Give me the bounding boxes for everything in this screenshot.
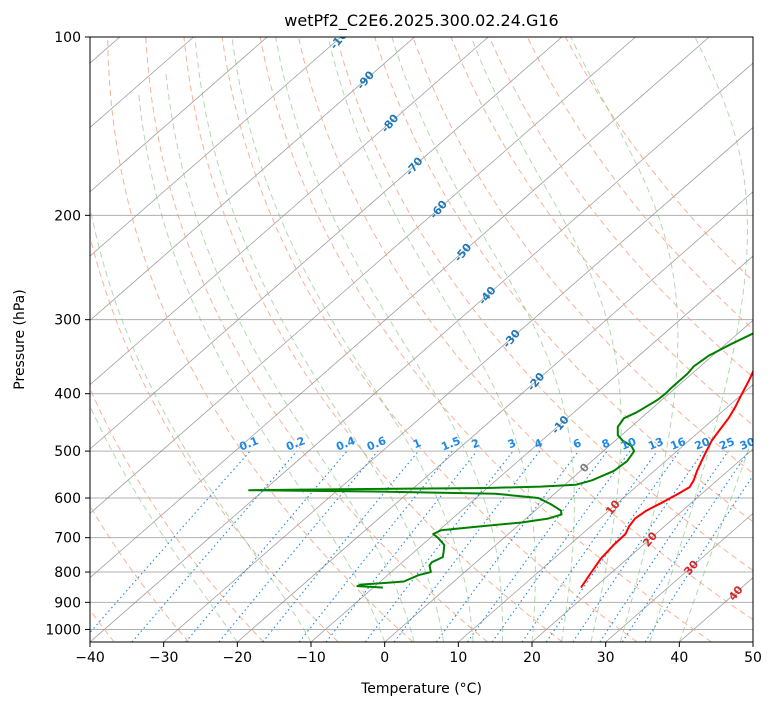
dry-adiabat (90, 234, 339, 642)
x-tick-label: 0 (380, 650, 389, 666)
y-axis-label: Pressure (hPa) (12, 289, 28, 389)
mixing-ratio-label: 30 (738, 435, 757, 453)
moist-adiabat (165, 72, 415, 642)
sounding-series-line (248, 332, 753, 589)
isotherm-line (90, 37, 415, 321)
plot-frame (89, 36, 754, 643)
y-tick-label: 500 (54, 444, 81, 460)
x-tick-label: −40 (75, 650, 105, 666)
isotherm-line (90, 37, 342, 257)
dry-adiabat (259, 37, 712, 642)
isotherm-line (605, 512, 753, 642)
mixing-ratio-line (521, 450, 658, 642)
mixing-ratio-label: 25 (717, 435, 736, 453)
dry-adiabat (145, 37, 488, 642)
moist-adiabat (649, 37, 748, 642)
moist-adiabat (231, 37, 474, 642)
isotherm-line (90, 62, 753, 642)
isotherm-line (90, 37, 489, 386)
y-tick-label: 200 (54, 208, 81, 224)
isotherm-line (531, 448, 753, 642)
moist-adiabat (275, 37, 504, 642)
dry-adiabat (336, 37, 753, 572)
plot-area: 0.10.20.40.611.52346810131620253036-100-… (90, 37, 757, 642)
dry-adiabat (107, 37, 414, 642)
y-tick-label: 1000 (45, 622, 81, 638)
moist-adiabat (138, 94, 386, 642)
chart-title: wetPf2_C2E6.2025.300.02.24.G16 (284, 11, 558, 31)
y-tick-label: 400 (54, 387, 81, 403)
y-tick-label: 600 (54, 491, 81, 507)
isotherm-line (237, 191, 753, 642)
x-tick-label: 30 (597, 650, 615, 666)
moist-adiabat (194, 37, 445, 642)
y-tick-label: 900 (54, 595, 81, 611)
x-axis-label: Temperature (°C) (360, 681, 482, 697)
mixing-ratio-label: 13 (646, 435, 665, 453)
dry-adiabat (488, 37, 753, 378)
mixing-ratio-line (90, 450, 251, 634)
mixing-ratio-line (262, 450, 419, 642)
mixing-ratio-label: 10 (619, 435, 638, 453)
y-tick-label: 300 (54, 313, 81, 329)
isotherm-line (90, 37, 563, 450)
mixing-ratio-label: 20 (693, 435, 712, 453)
isotherm-line (90, 37, 710, 579)
x-axis: −40 −30 −20 −10 0 10 20 30 40 50 (75, 642, 762, 666)
moist-adiabat-lines (90, 37, 753, 642)
x-tick-label: −10 (296, 650, 326, 666)
mixing-ratio-line (545, 450, 680, 642)
mixing-ratio-label: 1 (411, 436, 423, 451)
moist-adiabat (678, 435, 753, 642)
mixing-ratio-line (599, 450, 729, 642)
sounding-profiles (248, 332, 753, 589)
dry-adiabat (90, 505, 190, 642)
mixing-ratio-label: 8 (600, 436, 612, 451)
dry-adiabat (450, 37, 753, 426)
y-tick-label: 100 (54, 30, 81, 46)
isotherm-line (90, 37, 268, 193)
moist-adiabat (391, 37, 575, 642)
y-tick-label: 800 (54, 565, 81, 581)
dry-adiabat-lines (90, 37, 753, 642)
y-axis: 100 200 300 400 500 600 700 800 900 1000 (45, 30, 90, 638)
x-tick-label: 40 (670, 650, 688, 666)
x-tick-label: 20 (523, 650, 541, 666)
x-tick-label: 50 (744, 650, 762, 666)
isotherm-line (384, 319, 753, 642)
moist-adiabat (470, 37, 622, 642)
dry-adiabat (374, 37, 753, 523)
mixing-ratio-line (621, 450, 750, 642)
x-tick-label: −20 (223, 650, 253, 666)
dry-adiabat (526, 37, 753, 330)
x-tick-label: 10 (449, 650, 467, 666)
isotherm-line (163, 126, 753, 642)
y-tick-label: 700 (54, 531, 81, 547)
mixing-ratio-line (325, 450, 478, 642)
mixing-ratio-lines (90, 450, 753, 642)
dry-adiabat (297, 37, 753, 621)
mixing-ratio-label: 16 (668, 435, 687, 453)
mixing-ratio-label: 3 (506, 436, 518, 451)
isotherm-lines (90, 37, 753, 642)
moist-adiabat (90, 204, 312, 642)
mixing-ratio-line (491, 450, 631, 642)
isotherm-line (458, 384, 753, 642)
isotherm-line (90, 37, 636, 514)
sounding-series-line (580, 369, 753, 589)
mixing-ratio-line (572, 450, 705, 642)
mixing-ratio-line (644, 474, 753, 642)
mixing-ratio-line (131, 450, 298, 642)
mixing-ratio-line (298, 450, 453, 642)
x-tick-label: −30 (149, 650, 179, 666)
mixing-ratio-label: 2 (470, 436, 482, 451)
moist-adiabat (570, 37, 679, 642)
